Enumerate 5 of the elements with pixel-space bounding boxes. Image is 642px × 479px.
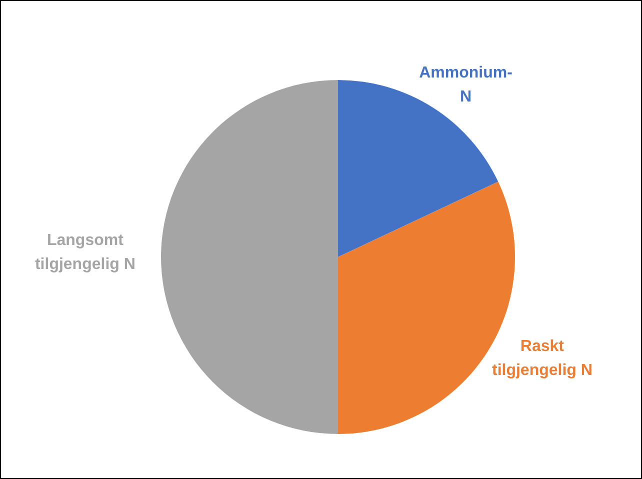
- slice-label: Ammonium-N: [419, 64, 512, 106]
- pie-slice: [338, 80, 498, 257]
- pie-slice: [161, 80, 338, 434]
- slice-label: Raskt tilgjengelig N: [492, 338, 592, 379]
- slice-label: Langsomt tilgjengelig N: [34, 232, 136, 272]
